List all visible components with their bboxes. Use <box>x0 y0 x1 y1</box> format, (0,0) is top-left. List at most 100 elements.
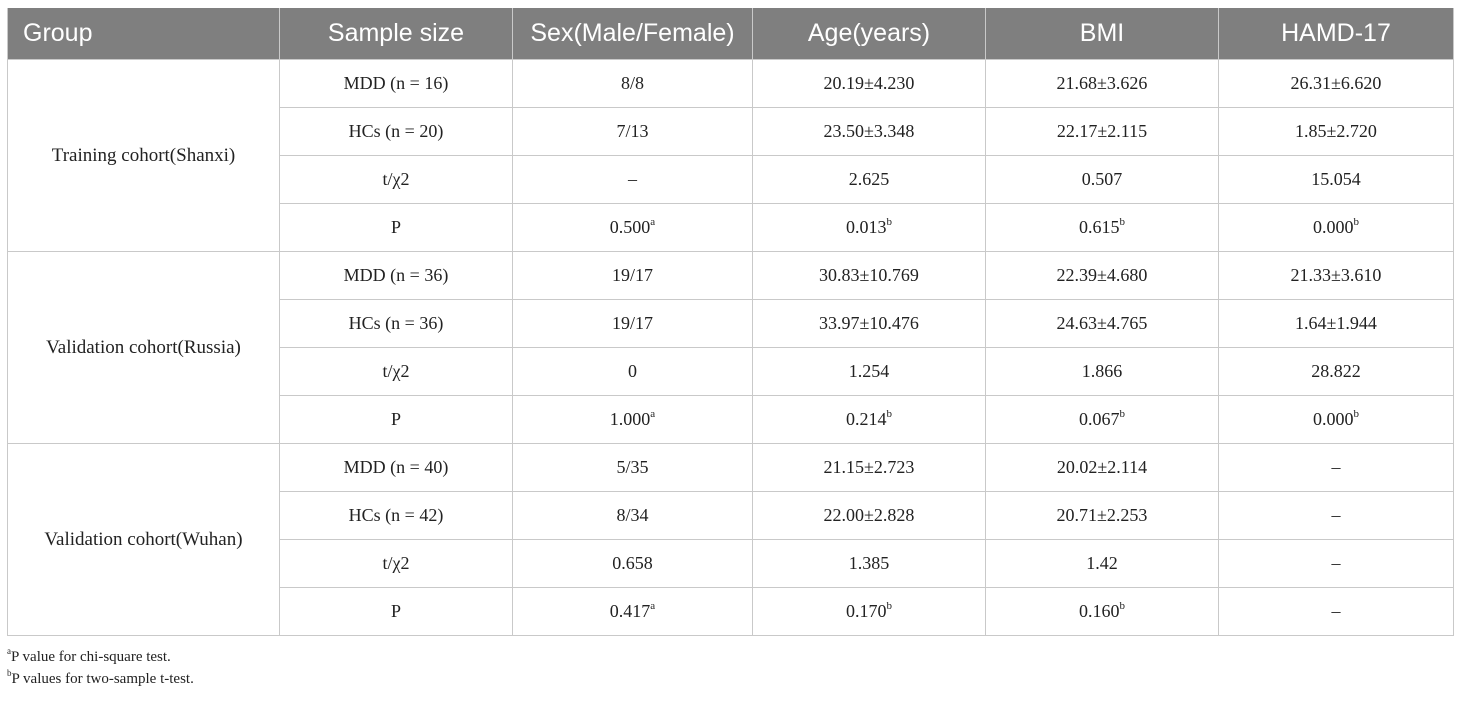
age-cell: 1.254 <box>752 347 986 396</box>
cell-value: 26.31±6.620 <box>1290 73 1382 93</box>
cell-value: 21.15±2.723 <box>823 457 915 477</box>
age-cell: 0.214b <box>752 395 986 444</box>
cohort-name-cell: Validation cohort(Russia) <box>7 251 280 444</box>
table-row: HCs (n = 36) 19/17 33.97±10.476 24.63±4.765… <box>8 299 1454 348</box>
cell-value: 23.50±3.348 <box>823 121 915 141</box>
table-row: Training cohort(Shanxi) MDD (n = 16) 8/8 20… <box>7 59 1454 252</box>
footnote-a-text: P value for chi-square test. <box>11 649 171 665</box>
cell-value: 1.385 <box>848 553 890 573</box>
cell-value: 5/35 <box>616 457 649 477</box>
cell-value: 21.33±3.610 <box>1290 265 1382 285</box>
cell-value: – <box>1331 553 1341 573</box>
cell-value: 2.625 <box>848 169 890 189</box>
sample-label-cell: HCs (n = 42) <box>279 491 513 540</box>
cell-superscript: b <box>1353 408 1360 420</box>
hamd17-cell: 26.31±6.620 <box>1218 59 1454 108</box>
cell-value: 28.822 <box>1311 361 1361 381</box>
header-age: Age(years) <box>752 8 986 60</box>
bmi-cell: 0.507 <box>985 155 1219 204</box>
hamd17-cell: 0.000b <box>1218 203 1454 252</box>
sex-cell: 8/34 <box>512 491 753 540</box>
sex-cell: – <box>512 155 753 204</box>
hamd17-cell: – <box>1218 587 1454 636</box>
cell-value: – <box>1331 457 1341 477</box>
sample-label-cell: HCs (n = 36) <box>279 299 513 348</box>
cell-value: 19/17 <box>611 313 653 333</box>
bmi-cell: 20.02±2.114 <box>985 443 1219 492</box>
header-group: Group <box>7 8 280 60</box>
bmi-cell: 21.68±3.626 <box>985 59 1219 108</box>
cell-superscript: b <box>886 216 893 228</box>
table-row: Validation cohort(Russia) MDD (n = 36) 19/… <box>7 251 1454 444</box>
footnote-b: bP values for two-sample t-test. <box>7 668 194 690</box>
bmi-cell: 20.71±2.253 <box>985 491 1219 540</box>
header-hamd17: HAMD-17 <box>1218 8 1454 60</box>
bmi-cell: 22.17±2.115 <box>985 107 1219 156</box>
cell-value: 15.054 <box>1311 169 1361 189</box>
hamd17-cell: – <box>1218 539 1454 588</box>
cell-value: – <box>628 169 637 189</box>
hamd17-cell: – <box>1218 491 1454 540</box>
cell-value: 1.85±2.720 <box>1295 121 1377 141</box>
hamd17-cell: 1.64±1.944 <box>1218 299 1454 348</box>
cell-value: 8/34 <box>616 505 649 525</box>
cell-superscript: b <box>886 408 893 420</box>
sample-label-cell: MDD (n = 40) <box>279 443 513 492</box>
table-row: P 1.000a 0.214b 0.067b 0.000b <box>8 395 1454 444</box>
bmi-cell: 0.067b <box>985 395 1219 444</box>
cell-value: 33.97±10.476 <box>819 313 919 333</box>
cohort-name-cell: Validation cohort(Wuhan) <box>7 443 280 636</box>
sample-label-cell: t/χ2 <box>279 347 513 396</box>
cell-value: 0.000 <box>1313 409 1354 429</box>
cell-value: 0.160 <box>1079 601 1120 621</box>
table-row: HCs (n = 42) 8/34 22.00±2.828 20.71±2.253 – <box>8 491 1454 540</box>
cell-superscript: b <box>1119 600 1126 612</box>
cell-value: 0 <box>628 361 637 381</box>
header-bmi: BMI <box>985 8 1219 60</box>
cell-value: 7/13 <box>616 121 649 141</box>
sex-cell: 1.000a <box>512 395 753 444</box>
cell-value: 1.000 <box>609 409 651 429</box>
table-row: P 0.500a 0.013b 0.615b 0.000b <box>8 203 1454 252</box>
cell-value: 0.417 <box>609 601 651 621</box>
table-row: HCs (n = 20) 7/13 23.50±3.348 22.17±2.115 1.… <box>8 107 1454 156</box>
cell-value: 20.02±2.114 <box>1056 457 1148 477</box>
cell-value: 19/17 <box>611 265 653 285</box>
age-cell: 30.83±10.769 <box>752 251 986 300</box>
sex-cell: 5/35 <box>512 443 753 492</box>
cell-superscript: b <box>1353 216 1360 228</box>
header-row: Group Sample size Sex(Male/Female) Age(y… <box>7 8 1454 60</box>
cell-value: – <box>1331 601 1341 621</box>
hamd17-cell: – <box>1218 443 1454 492</box>
sample-label-cell: P <box>279 203 513 252</box>
footnote-a: aP value for chi-square test. <box>7 646 194 668</box>
cell-value: – <box>1331 505 1341 525</box>
cell-superscript: b <box>886 600 893 612</box>
cell-value: 1.254 <box>848 361 890 381</box>
hamd17-cell: 28.822 <box>1218 347 1454 396</box>
sex-cell: 0.658 <box>512 539 753 588</box>
sex-cell: 0 <box>512 347 753 396</box>
age-cell: 0.013b <box>752 203 986 252</box>
footnote-b-text: P values for two-sample t-test. <box>11 671 194 687</box>
cell-superscript: b <box>1119 216 1126 228</box>
cell-value: 8/8 <box>620 73 644 93</box>
header-sex: Sex(Male/Female) <box>512 8 753 60</box>
cell-value: 20.71±2.253 <box>1056 505 1148 525</box>
table-row: t/χ2 0.658 1.385 1.42 – <box>8 539 1454 588</box>
cell-value: 0.067 <box>1079 409 1120 429</box>
header-sample-size: Sample size <box>279 8 513 60</box>
sex-cell: 19/17 <box>512 251 753 300</box>
bmi-cell: 0.160b <box>985 587 1219 636</box>
cell-value: 0.214 <box>846 409 887 429</box>
cell-value: 22.39±4.680 <box>1056 265 1148 285</box>
cell-value: 0.170 <box>846 601 887 621</box>
cell-value: 0.507 <box>1081 169 1123 189</box>
hamd17-cell: 0.000b <box>1218 395 1454 444</box>
age-cell: 20.19±4.230 <box>752 59 986 108</box>
bmi-cell: 1.42 <box>985 539 1219 588</box>
sex-cell: 0.500a <box>512 203 753 252</box>
bmi-cell: 22.39±4.680 <box>985 251 1219 300</box>
table-body: Training cohort(Shanxi) MDD (n = 16) 8/8 20… <box>7 59 1454 636</box>
bmi-cell: 1.866 <box>985 347 1219 396</box>
